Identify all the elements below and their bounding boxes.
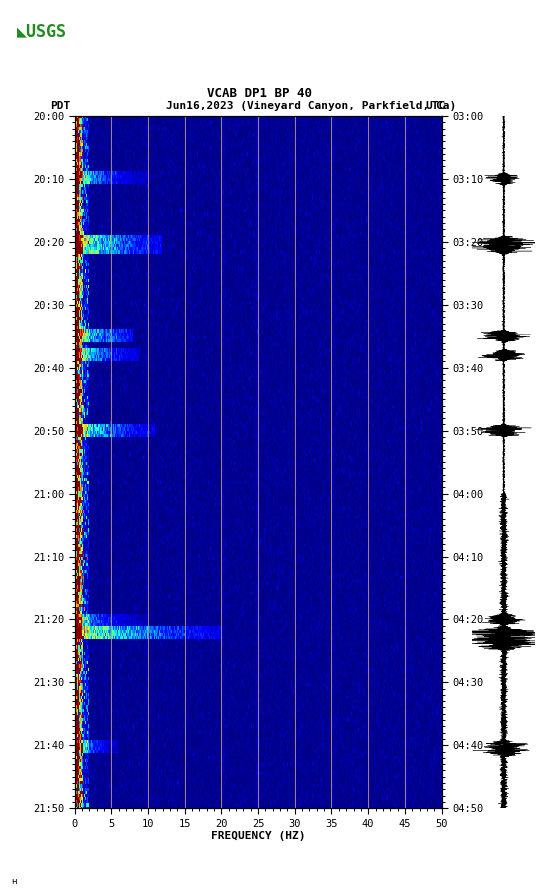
X-axis label: FREQUENCY (HZ): FREQUENCY (HZ) <box>211 831 305 841</box>
Text: ʜ: ʜ <box>11 877 17 886</box>
Text: UTC: UTC <box>425 101 445 111</box>
Text: PDT: PDT <box>50 101 70 111</box>
Text: VCAB DP1 BP 40: VCAB DP1 BP 40 <box>207 87 312 100</box>
Text: Jun16,2023 (Vineyard Canyon, Parkfield, Ca): Jun16,2023 (Vineyard Canyon, Parkfield, … <box>166 101 456 111</box>
Text: ◣USGS: ◣USGS <box>17 22 67 40</box>
